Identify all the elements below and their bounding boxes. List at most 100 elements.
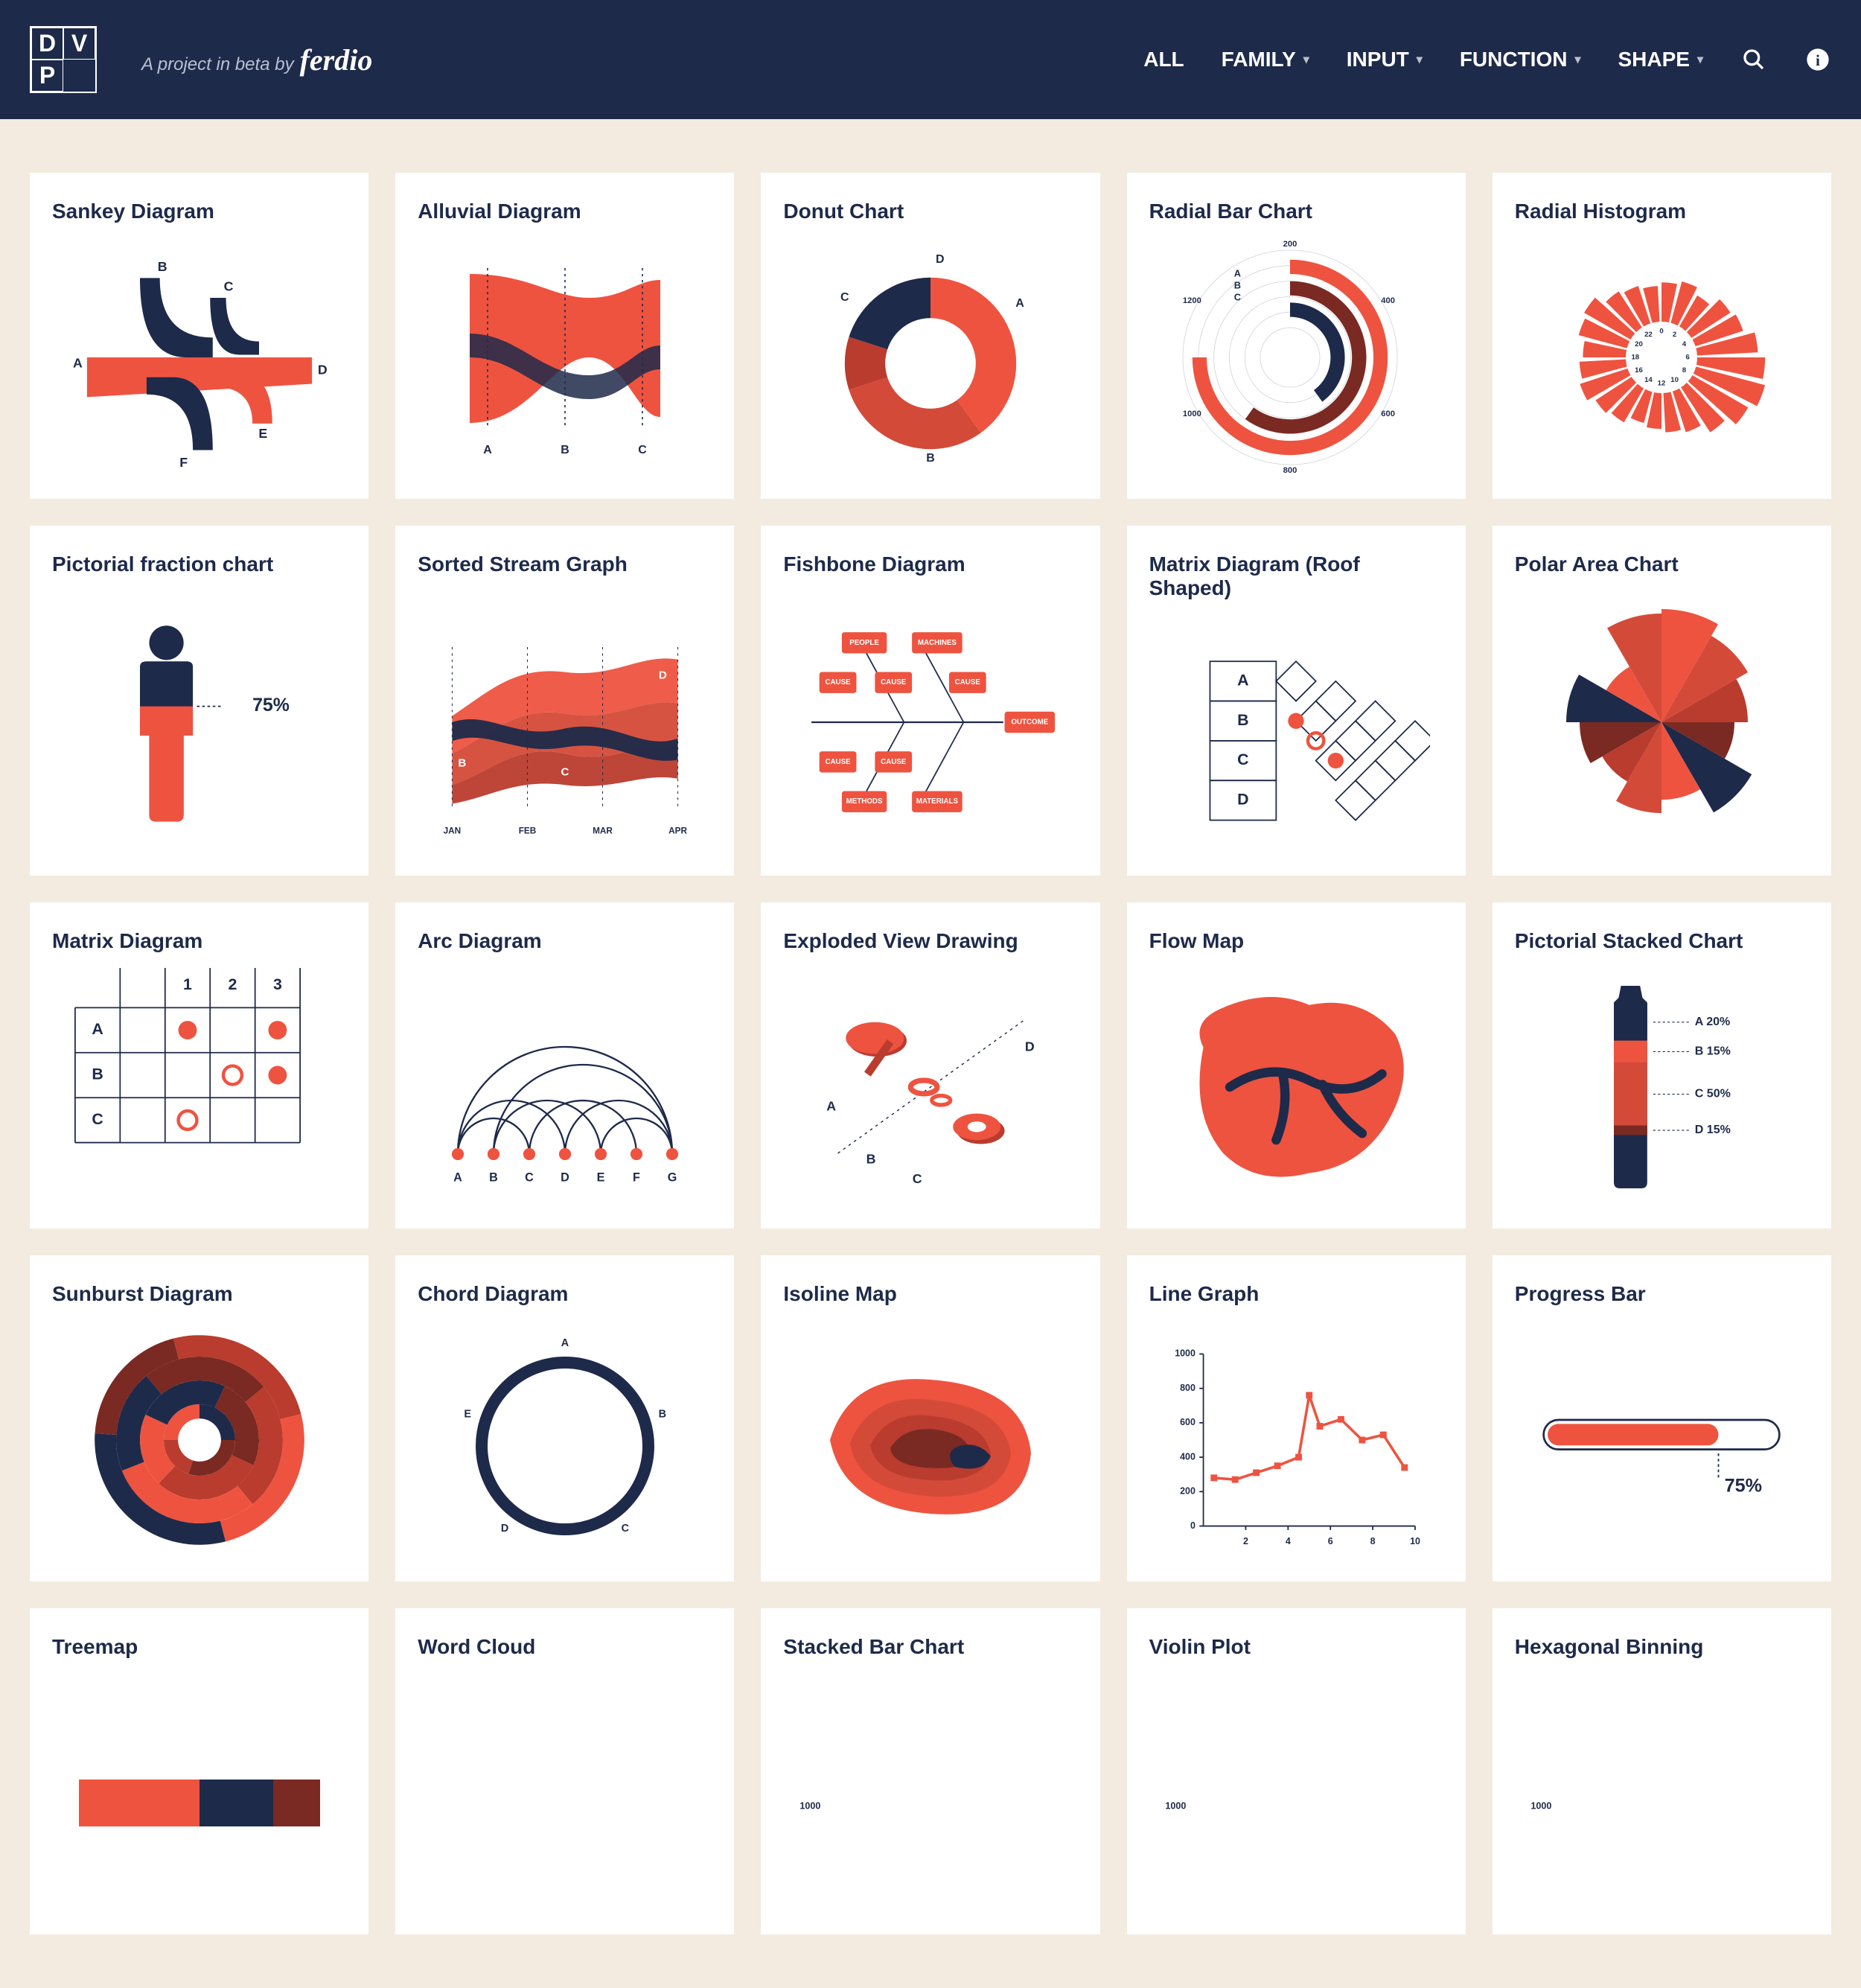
svg-text:CAUSE: CAUSE <box>825 758 851 766</box>
svg-text:2: 2 <box>1673 331 1676 339</box>
chart-grid: Sankey DiagramABCDEFAlluvial DiagramABCD… <box>0 119 1861 1988</box>
chart-card-title: Radial Histogram <box>1515 200 1809 223</box>
search-icon[interactable] <box>1740 46 1767 73</box>
svg-text:A: A <box>483 444 492 456</box>
nav-input[interactable]: INPUT▾ <box>1347 48 1423 71</box>
chart-card-title: Sunburst Diagram <box>52 1282 346 1306</box>
chart-card-pictostack[interactable]: Pictorial Stacked ChartA 20%B 15%C 50%D … <box>1493 902 1831 1229</box>
svg-text:0: 0 <box>1190 1520 1196 1531</box>
chart-thumbnail: ABCDEFG <box>418 968 712 1206</box>
svg-text:800: 800 <box>1180 1383 1196 1393</box>
chart-card-sankey[interactable]: Sankey DiagramABCDEF <box>30 173 368 499</box>
chart-card-donut[interactable]: Donut ChartABCD <box>761 173 1099 499</box>
svg-text:4: 4 <box>1286 1536 1291 1546</box>
svg-text:A: A <box>1237 672 1248 689</box>
chart-card-treemap[interactable]: Treemap <box>30 1608 368 1934</box>
chart-card-radialbar[interactable]: Radial Bar ChartABC20040060080010001200 <box>1127 173 1466 499</box>
svg-text:C: C <box>1237 751 1248 768</box>
svg-text:A: A <box>1015 297 1024 310</box>
chart-card-progress[interactable]: Progress Bar75% <box>1493 1255 1831 1581</box>
logo[interactable]: D V P <box>30 26 97 93</box>
chart-card-title: Isoline Map <box>783 1282 1077 1306</box>
svg-text:1000: 1000 <box>1531 1800 1552 1811</box>
chart-card-arc[interactable]: Arc DiagramABCDEFG <box>395 902 734 1229</box>
svg-text:METHODS: METHODS <box>846 797 883 806</box>
svg-text:OUTCOME: OUTCOME <box>1011 719 1048 727</box>
chart-card-sunburst[interactable]: Sunburst Diagram <box>30 1255 368 1581</box>
chart-thumbnail <box>783 1321 1077 1559</box>
chart-card-radialhist[interactable]: Radial Histogram0246810121416182022 <box>1493 173 1831 499</box>
chart-card-exploded[interactable]: Exploded View DrawingABCD <box>761 902 1099 1229</box>
tagline: A project in beta by ferdio <box>141 42 372 77</box>
svg-text:6: 6 <box>1686 354 1690 362</box>
svg-text:E: E <box>596 1171 604 1185</box>
chart-card-matrix[interactable]: Matrix Diagram123ABC <box>30 902 368 1229</box>
chart-card-fishbone[interactable]: Fishbone DiagramPEOPLEMACHINESCAUSECAUSE… <box>761 526 1099 876</box>
chart-thumbnail: PEOPLEMACHINESCAUSECAUSECAUSECAUSECAUSEM… <box>783 591 1077 853</box>
chart-thumbnail: 1000 <box>1149 1674 1443 1912</box>
svg-text:B: B <box>1234 279 1241 290</box>
chart-card-flowmap[interactable]: Flow Map <box>1127 902 1466 1229</box>
svg-text:800: 800 <box>1283 466 1297 475</box>
svg-text:C: C <box>840 291 849 304</box>
svg-text:APR: APR <box>668 826 687 836</box>
chart-card-wordcloud[interactable]: Word Cloud <box>395 1608 734 1934</box>
svg-text:400: 400 <box>1180 1451 1196 1462</box>
svg-text:E: E <box>464 1408 471 1420</box>
chart-card-pictofrac[interactable]: Pictorial fraction chart75% <box>30 526 368 876</box>
svg-text:3: 3 <box>273 975 282 993</box>
nav-all[interactable]: ALL <box>1143 48 1184 71</box>
svg-text:F: F <box>633 1171 640 1185</box>
chevron-down-icon: ▾ <box>1574 52 1580 67</box>
svg-text:F: F <box>179 455 188 470</box>
svg-text:D: D <box>1025 1039 1035 1054</box>
svg-text:D: D <box>501 1523 508 1535</box>
chart-card-title: Exploded View Drawing <box>783 929 1077 953</box>
svg-text:C 50%: C 50% <box>1695 1088 1731 1100</box>
svg-text:A: A <box>826 1098 836 1113</box>
info-icon[interactable]: i <box>1804 46 1831 73</box>
svg-text:10: 10 <box>1671 376 1679 384</box>
chevron-down-icon: ▾ <box>1303 52 1309 67</box>
chevron-down-icon: ▾ <box>1417 52 1423 67</box>
chart-card-isoline[interactable]: Isoline Map <box>761 1255 1099 1581</box>
svg-text:C: C <box>525 1171 534 1185</box>
chart-thumbnail: 0246810121416182022 <box>1515 238 1809 477</box>
svg-text:B 15%: B 15% <box>1695 1045 1731 1058</box>
svg-text:600: 600 <box>1381 410 1395 418</box>
svg-text:1200: 1200 <box>1183 296 1201 305</box>
chart-card-stackedbar[interactable]: Stacked Bar Chart1000 <box>761 1608 1099 1934</box>
svg-text:0: 0 <box>1660 327 1664 335</box>
chart-card-title: Arc Diagram <box>418 929 712 953</box>
chart-card-line[interactable]: Line Graph02004006008001000246810 <box>1127 1255 1466 1581</box>
svg-text:1000: 1000 <box>799 1800 820 1811</box>
svg-text:200: 200 <box>1180 1486 1196 1497</box>
svg-text:75%: 75% <box>252 695 290 716</box>
svg-text:D 15%: D 15% <box>1695 1124 1731 1136</box>
svg-text:A 20%: A 20% <box>1695 1016 1730 1028</box>
svg-text:B: B <box>458 757 466 770</box>
chart-card-chord[interactable]: Chord DiagramABCDE <box>395 1255 734 1581</box>
chart-card-hexbin[interactable]: Hexagonal Binning1000 <box>1493 1608 1831 1934</box>
chart-card-title: Matrix Diagram <box>52 929 346 953</box>
chart-card-alluvial[interactable]: Alluvial DiagramABC <box>395 173 734 499</box>
chart-thumbnail: ABCDEF <box>52 238 346 477</box>
chart-thumbnail: 123ABC <box>52 968 346 1206</box>
chart-card-stream[interactable]: Sorted Stream GraphJANFEBMARAPRABCD <box>395 526 734 876</box>
svg-text:B: B <box>1237 711 1248 729</box>
chart-card-violin[interactable]: Violin Plot1000 <box>1127 1608 1466 1934</box>
header: D V P A project in beta by ferdio ALL FA… <box>0 0 1861 119</box>
svg-text:D: D <box>659 669 667 682</box>
nav-function[interactable]: FUNCTION▾ <box>1460 48 1581 71</box>
nav-shape[interactable]: SHAPE▾ <box>1618 48 1704 71</box>
svg-text:8: 8 <box>1682 366 1687 375</box>
svg-text:D: D <box>1237 791 1248 809</box>
chart-card-matrixroof[interactable]: Matrix Diagram (Roof Shaped)ABCD <box>1127 526 1466 876</box>
nav-family[interactable]: FAMILY▾ <box>1222 48 1309 71</box>
chart-card-polararea[interactable]: Polar Area Chart <box>1493 526 1831 876</box>
chart-card-title: Chord Diagram <box>418 1282 712 1306</box>
chart-thumbnail <box>418 1674 712 1912</box>
chart-thumbnail: JANFEBMARAPRABCD <box>418 591 712 853</box>
tagline-brand[interactable]: ferdio <box>300 42 373 77</box>
svg-text:2: 2 <box>228 975 237 993</box>
